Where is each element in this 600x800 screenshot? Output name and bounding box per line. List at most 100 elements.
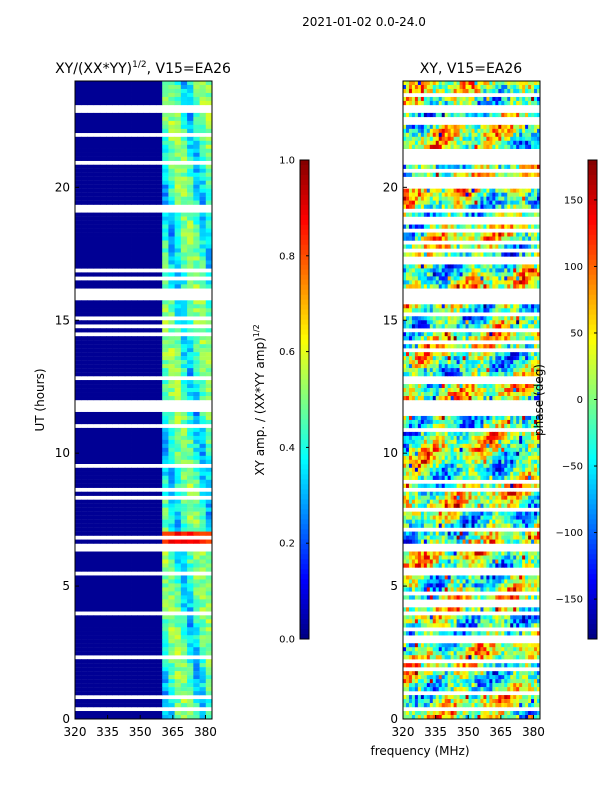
heatmap-cell — [525, 308, 529, 313]
heatmap-cell — [131, 144, 138, 149]
heatmap-cell — [149, 352, 157, 357]
heatmap-cell — [522, 196, 526, 201]
heatmap-cell — [205, 631, 213, 636]
heatmap-cell — [93, 451, 101, 457]
heatmap-cell — [93, 615, 101, 620]
heatmap-cell — [131, 232, 138, 237]
colorbar-swatch — [300, 184, 309, 191]
heatmap-cell — [534, 364, 538, 369]
heatmap-cell — [193, 248, 200, 253]
heatmap-cell — [149, 328, 157, 333]
heatmap-cell — [143, 699, 151, 704]
heatmap-cell — [199, 623, 207, 628]
heatmap-cell — [477, 124, 481, 130]
heatmap-cell — [525, 284, 529, 289]
heatmap-cell — [432, 364, 437, 369]
heatmap-cell — [471, 304, 475, 309]
heatmap-cell — [149, 415, 157, 421]
heatmap-cell — [199, 264, 207, 269]
heatmap-cell — [143, 619, 151, 624]
heatmap-cell — [180, 216, 188, 221]
heatmap-cell — [444, 172, 449, 177]
heatmap-cell — [149, 348, 157, 353]
heatmap-cell — [124, 515, 132, 520]
heatmap-cell — [149, 591, 157, 596]
heatmap-cell — [137, 184, 144, 189]
heatmap-cell — [87, 715, 95, 720]
heatmap-cell — [143, 411, 151, 417]
heatmap-cell — [162, 352, 169, 357]
heatmap-cell — [162, 603, 169, 608]
heatmap-cell — [471, 272, 475, 277]
heatmap-cell — [93, 356, 101, 361]
heatmap-cell — [168, 148, 176, 153]
heatmap-cell — [180, 340, 188, 345]
heatmap-cell — [75, 128, 82, 134]
heatmap-cell — [137, 308, 144, 313]
heatmap-cell — [459, 304, 463, 309]
heatmap-cell — [75, 168, 82, 173]
heatmap-cell — [81, 447, 88, 453]
heatmap-cell — [447, 88, 452, 94]
heatmap-cell — [417, 224, 422, 229]
heatmap-cell — [405, 132, 410, 138]
heatmap-cell — [492, 308, 496, 313]
heatmap-cell — [429, 136, 434, 142]
heatmap-cell — [131, 567, 138, 572]
heatmap-cell — [187, 475, 194, 480]
heatmap-cell — [180, 639, 188, 644]
heatmap-cell — [87, 148, 95, 153]
heatmap-cell — [93, 96, 101, 102]
heatmap-cell — [180, 224, 188, 229]
heatmap-cell — [187, 435, 194, 441]
heatmap-cell — [486, 236, 490, 241]
heatmap-cell — [180, 603, 188, 608]
heatmap-cell — [87, 587, 95, 592]
heatmap-cell — [106, 499, 113, 504]
heatmap-cell — [131, 164, 138, 169]
heatmap-cell — [93, 396, 101, 401]
heatmap-cell — [87, 124, 95, 130]
heatmap-cell — [168, 579, 176, 584]
heatmap-cell — [417, 200, 422, 205]
heatmap-cell — [187, 280, 194, 285]
heatmap-cell — [99, 591, 107, 596]
heatmap-cell — [168, 260, 176, 265]
heatmap-cell — [87, 228, 95, 233]
heatmap-cell — [180, 675, 188, 680]
heatmap-cell — [149, 639, 157, 644]
heatmap-cell — [168, 651, 176, 656]
heatmap-cell — [75, 252, 82, 257]
heatmap-cell — [155, 364, 163, 369]
heatmap-cell — [414, 268, 419, 273]
heatmap-cell — [162, 192, 169, 197]
heatmap-cell — [112, 372, 119, 377]
heatmap-cell — [168, 455, 176, 461]
heatmap-cell — [93, 439, 101, 445]
heatmap-cell — [456, 308, 460, 313]
heatmap-cell — [432, 144, 437, 149]
heatmap-cell — [162, 439, 169, 445]
heatmap-cell — [131, 711, 138, 716]
heatmap-cell — [453, 88, 458, 94]
heatmap-cell — [199, 256, 207, 261]
heatmap-cell — [504, 88, 508, 94]
heatmap-cell — [187, 252, 194, 257]
colorbar-swatch — [300, 514, 309, 520]
heatmap-cell — [87, 515, 95, 520]
heatmap-cell — [75, 687, 82, 692]
heatmap-cell — [534, 324, 538, 329]
heatmap-cell — [525, 276, 529, 281]
heatmap-cell — [75, 92, 82, 98]
heatmap-cell — [168, 523, 176, 528]
heatmap-cell — [99, 300, 107, 305]
heatmap-cell — [408, 280, 413, 285]
heatmap-cell — [504, 224, 508, 229]
heatmap-cell — [408, 352, 413, 357]
heatmap-cell — [168, 200, 176, 205]
heatmap-cell — [168, 224, 176, 229]
heatmap-cell — [459, 344, 463, 349]
heatmap-cell — [199, 699, 207, 704]
heatmap-cell — [534, 212, 538, 217]
heatmap-cell — [193, 372, 200, 377]
